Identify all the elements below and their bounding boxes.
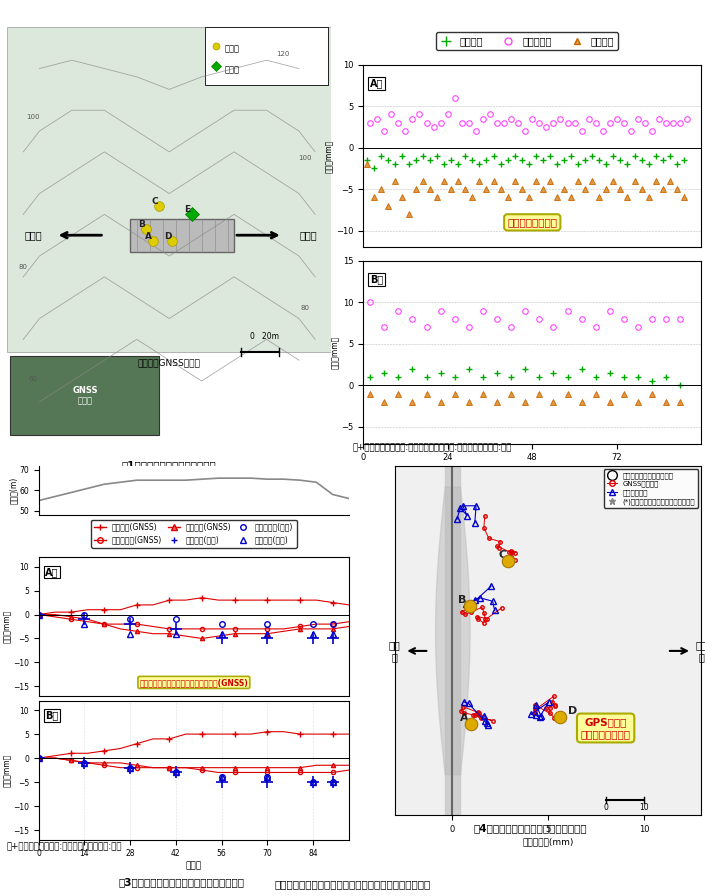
Text: 100: 100 bbox=[299, 155, 312, 161]
Text: 120: 120 bbox=[276, 51, 289, 57]
Text: GNSS
受信機: GNSS 受信機 bbox=[72, 386, 97, 405]
Legend: 堤軸方向, 上下流方向, 鉛直方向: 堤軸方向, 上下流方向, 鉛直方向 bbox=[436, 32, 618, 50]
Text: 図3　表面変位の観測結果（初期湛水期間）: 図3 表面変位の観測結果（初期湛水期間） bbox=[118, 876, 245, 887]
X-axis label: 日　数: 日 数 bbox=[186, 861, 202, 870]
Text: 上流側: 上流側 bbox=[300, 230, 317, 240]
Text: A: A bbox=[145, 232, 152, 241]
Text: A: A bbox=[460, 713, 468, 723]
Text: 60: 60 bbox=[28, 376, 37, 382]
X-axis label: 水平変位量(mm): 水平変位量(mm) bbox=[522, 837, 574, 846]
Text: 図1　観測を行ったダムの平面図: 図1 観測を行ったダムの平面図 bbox=[122, 461, 216, 470]
Y-axis label: 変位（mm）: 変位（mm） bbox=[331, 335, 340, 369]
Y-axis label: 変位（mm）: 変位（mm） bbox=[3, 610, 12, 643]
Text: 観測点のGNSS受信機: 観測点のGNSS受信機 bbox=[137, 358, 201, 367]
Text: A点: A点 bbox=[370, 79, 384, 89]
Text: 80: 80 bbox=[301, 306, 310, 311]
Text: 100: 100 bbox=[26, 114, 39, 119]
Text: B点: B点 bbox=[45, 711, 59, 720]
Text: （田頭秀和、黒田清一郎、林田洋一、増川晩、中嶋勇）: （田頭秀和、黒田清一郎、林田洋一、増川晩、中嶋勇） bbox=[274, 879, 431, 889]
Text: 図2　表面変位の観測結果（４日間を抜粹）: 図2 表面変位の観測結果（４日間を抜粹） bbox=[464, 476, 590, 486]
X-axis label: 時間: 時間 bbox=[527, 465, 538, 475]
Text: 下流側: 下流側 bbox=[24, 230, 42, 240]
Text: B: B bbox=[458, 595, 467, 605]
Text: 【+の方向】堡軸方向:右岸側　上下流方向:下流側　邉直方向:上方: 【+の方向】堡軸方向:右岸側 上下流方向:下流側 邉直方向:上方 bbox=[352, 444, 512, 452]
FancyBboxPatch shape bbox=[205, 27, 328, 85]
Text: B点: B点 bbox=[370, 275, 383, 285]
Y-axis label: 貯水位(m): 貯水位(m) bbox=[9, 477, 18, 504]
Text: D: D bbox=[164, 232, 172, 241]
Text: 上流
側: 上流 側 bbox=[696, 640, 705, 662]
FancyBboxPatch shape bbox=[130, 219, 234, 252]
Text: A点: A点 bbox=[45, 567, 59, 577]
Text: B: B bbox=[138, 220, 145, 228]
Text: 明瞭な日周期あり: 明瞭な日周期あり bbox=[508, 218, 557, 228]
FancyBboxPatch shape bbox=[11, 356, 159, 435]
Text: 10: 10 bbox=[639, 803, 649, 812]
Text: 0: 0 bbox=[603, 803, 608, 812]
Legend: 堤軸方向(GNSS), 上下流方向(GNSS), 鉛直方向(GNSS), 堤軸方向(手動), 上下流方向(手動), 鉛直方向(手動): 堤軸方向(GNSS), 上下流方向(GNSS), 鉛直方向(GNSS), 堤軸方… bbox=[91, 520, 297, 547]
Text: C: C bbox=[152, 197, 158, 206]
Text: 日平均化で十分な精度と連続性を確保(GNSS): 日平均化で十分な精度と連続性を確保(GNSS) bbox=[140, 678, 248, 687]
Y-axis label: 変位（mm）: 変位（mm） bbox=[326, 139, 334, 173]
Text: E: E bbox=[184, 205, 190, 214]
Text: 固定点: 固定点 bbox=[224, 65, 239, 73]
Text: 0   20m: 0 20m bbox=[250, 332, 279, 341]
Text: D: D bbox=[568, 706, 577, 716]
Text: 【+の方向】堡軸方向:右岸側　上下流方向:上方: 【+の方向】堡軸方向:右岸側 上下流方向:上方 bbox=[7, 842, 123, 851]
Text: 観測点: 観測点 bbox=[224, 44, 239, 53]
Text: 図4　水平変位の履歴（初期湛水期間）: 図4 水平変位の履歴（初期湛水期間） bbox=[474, 823, 587, 833]
Text: GPS観測は
挙動に統一性あり: GPS観測は 挙動に統一性あり bbox=[581, 717, 631, 739]
Text: C: C bbox=[498, 550, 507, 560]
FancyBboxPatch shape bbox=[7, 27, 331, 352]
Text: 下流
側: 下流 側 bbox=[389, 640, 400, 662]
Text: 80: 80 bbox=[19, 263, 27, 270]
Legend: 観測地点（初期観測結果）, GNSS観測結果, 手動観測結果, (*)塗り潰したマークは最終観測結果: 観測地点（初期観測結果）, GNSS観測結果, 手動観測結果, (*)塗り潰した… bbox=[604, 470, 698, 508]
Y-axis label: 変位（mm）: 変位（mm） bbox=[3, 754, 12, 787]
